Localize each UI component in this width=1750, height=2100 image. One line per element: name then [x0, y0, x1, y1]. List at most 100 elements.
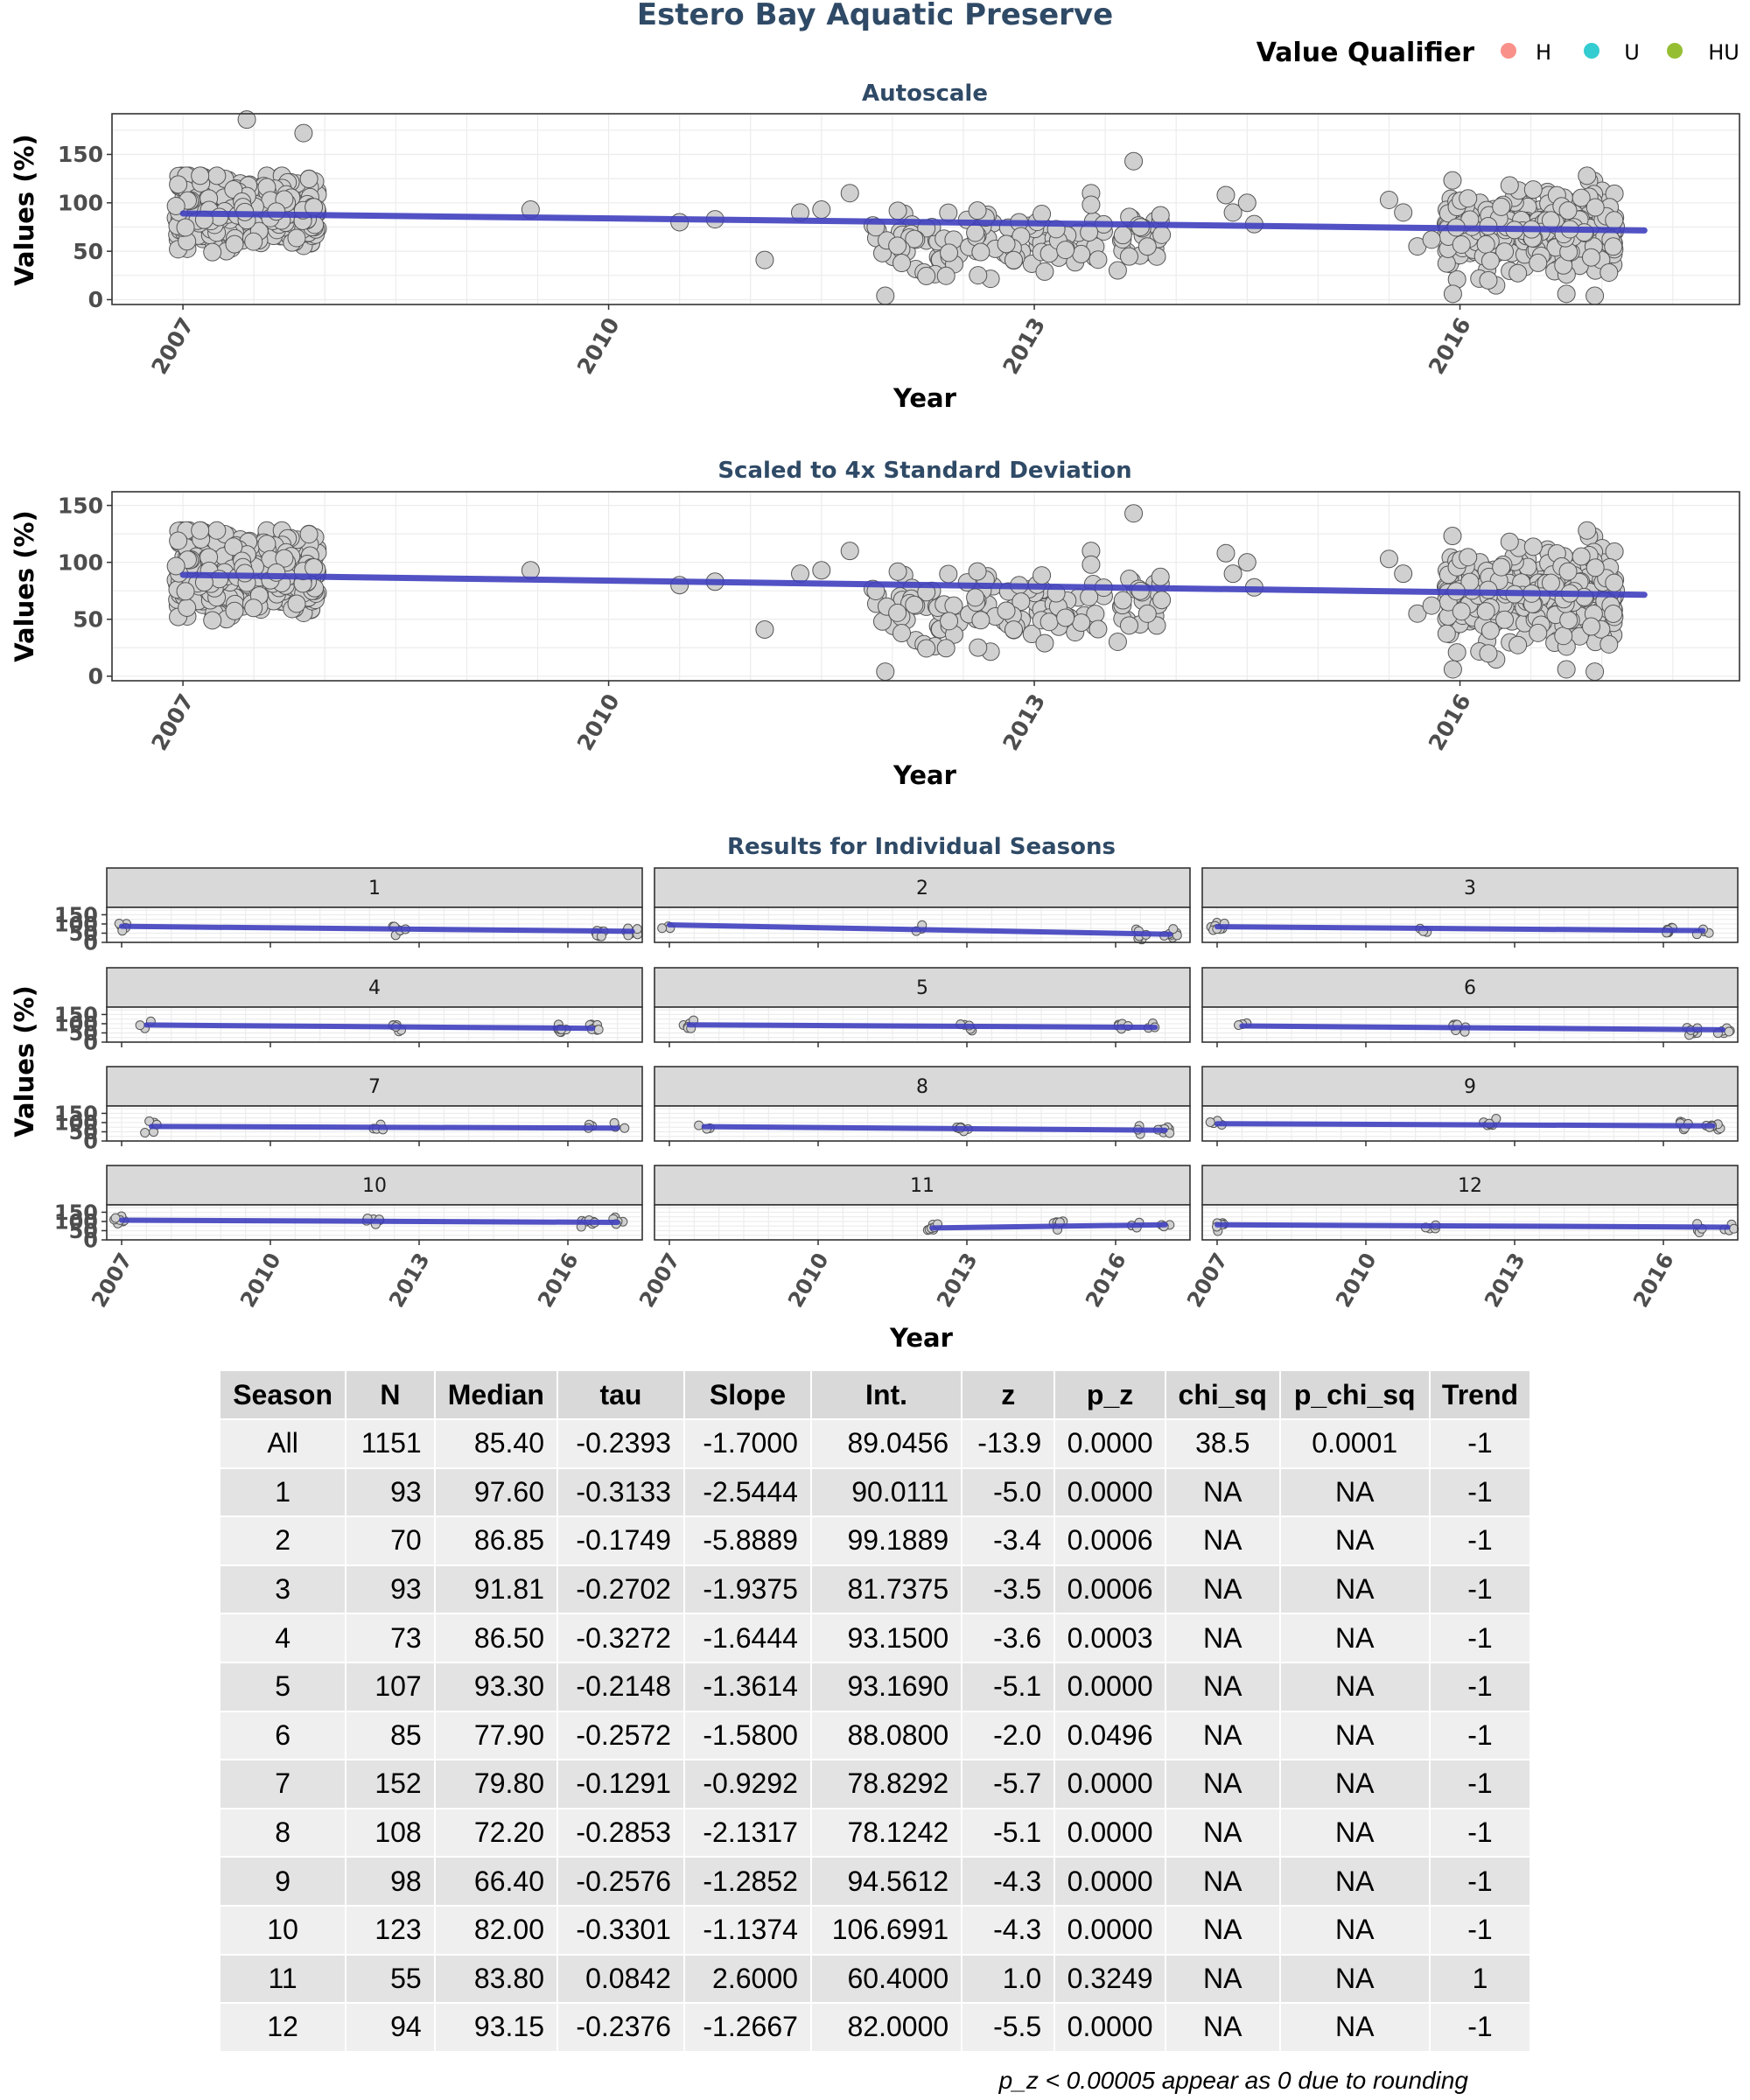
data-point — [917, 639, 936, 658]
data-point — [1088, 620, 1108, 639]
data-point — [1119, 616, 1138, 635]
table-cell: NA — [1278, 1904, 1431, 1956]
data-point — [1586, 662, 1605, 682]
table-row: 4 73 86.50 -0.3272 -1.6444 93.1500 -3.6 0.0003 N… — [218, 1613, 1532, 1663]
table-cell: -5.8889 — [682, 1516, 812, 1566]
data-point — [1035, 634, 1054, 653]
data-point — [1152, 225, 1172, 244]
table-cell: -0.3133 — [556, 1466, 685, 1518]
table-cell: -1.3614 — [682, 1661, 812, 1712]
table-cell: NA — [1278, 1613, 1431, 1663]
data-point — [1088, 250, 1108, 270]
table-cell: -5.0 — [961, 1466, 1056, 1518]
data-point — [905, 595, 924, 614]
data-point — [1500, 176, 1519, 195]
data-point — [1459, 189, 1478, 208]
trend-line — [1214, 1121, 1716, 1129]
table-cell: 94.5612 — [809, 1856, 963, 1907]
table-cell: 90.0111 — [809, 1466, 963, 1518]
data-point — [287, 594, 306, 613]
table-cell: NA — [1278, 1661, 1431, 1712]
data-point — [1138, 604, 1157, 623]
data-point — [1072, 613, 1091, 633]
data-point — [1443, 660, 1462, 679]
table-row: 12 94 93.15 -0.2376 -1.2667 82.0000 -5.5 0.0000… — [218, 2002, 1532, 2053]
table-cell: NA — [1278, 1953, 1431, 2005]
data-point — [1022, 625, 1041, 644]
data-point — [1586, 286, 1605, 305]
table-cell: NA — [1164, 1904, 1281, 1956]
table-cell: -1.5800 — [682, 1710, 812, 1761]
table-cell: NA — [1278, 1564, 1431, 1615]
column-header: chi_sq — [1164, 1369, 1281, 1420]
table-cell: 0.0842 — [556, 1953, 685, 2005]
data-point — [1724, 1026, 1734, 1037]
table-cell: 72.20 — [433, 1807, 558, 1858]
table-cell: NA — [1164, 1856, 1281, 1907]
table-cell: 99.1889 — [809, 1516, 963, 1566]
data-point — [135, 1020, 145, 1031]
y-axis-label: Values (%) — [10, 510, 39, 662]
legend-key-u — [1584, 43, 1600, 59]
table-cell: 93 — [345, 1466, 436, 1518]
data-point — [1138, 237, 1157, 256]
table-cell: -1 — [1428, 1856, 1532, 1907]
data-point — [1437, 624, 1456, 643]
table-cell: -1 — [1428, 1613, 1532, 1663]
table-cell: 0.0000 — [1054, 1466, 1166, 1518]
table-cell: 98 — [345, 1856, 436, 1907]
data-point — [176, 582, 195, 601]
x-tick-label: 2007 — [146, 690, 199, 755]
column-header: Season — [218, 1369, 347, 1420]
legend-label-h: H — [1536, 40, 1551, 65]
data-point — [1586, 198, 1605, 217]
table-header-row: Season N Median tau Slope Int. z p_z chi_sq p_chi… — [218, 1369, 1532, 1420]
table-cell: 77.90 — [433, 1710, 558, 1761]
data-point — [888, 562, 907, 581]
data-point — [1379, 550, 1398, 569]
x-tick-label: 2013 — [998, 690, 1050, 755]
data-point — [1237, 553, 1256, 572]
table-cell: 0.0496 — [1054, 1710, 1166, 1761]
y-tick-label: 150 — [54, 903, 98, 928]
data-point — [1600, 262, 1619, 282]
data-point — [1443, 527, 1462, 546]
data-point — [997, 234, 1016, 254]
table-cell: 85 — [345, 1710, 436, 1761]
data-point — [191, 521, 210, 540]
table-cell: 8 — [218, 1807, 347, 1858]
x-tick-label: 2013 — [1480, 1249, 1530, 1312]
data-point — [176, 218, 195, 237]
table-cell: 6 — [218, 1710, 347, 1761]
data-point — [971, 611, 990, 630]
table-cell: -5.1 — [961, 1661, 1056, 1712]
table-cell: NA — [1278, 1807, 1431, 1858]
table-cell: -0.2853 — [556, 1807, 685, 1858]
table-row: 8 108 72.20 -0.2853 -2.1317 78.1242 -5.1 0.0000… — [218, 1807, 1532, 1858]
data-point — [1422, 230, 1441, 249]
data-point — [1479, 270, 1498, 290]
table-cell: All — [218, 1418, 347, 1469]
data-point — [1151, 567, 1170, 586]
x-tick-label: 2016 — [533, 1249, 584, 1312]
y-tick-label: 50 — [73, 606, 103, 632]
table-cell: 4 — [218, 1613, 347, 1663]
table-row: 9 98 66.40 -0.2576 -1.2852 94.5612 -4.3 0.0000 N… — [218, 1856, 1532, 1907]
data-point — [1004, 250, 1023, 270]
data-point — [1035, 262, 1054, 281]
table-cell: -0.2702 — [556, 1564, 685, 1615]
data-point — [1541, 573, 1560, 592]
table-cell: 123 — [345, 1904, 436, 1956]
legend-key-h — [1501, 43, 1516, 59]
data-point — [1452, 602, 1471, 621]
table-cell: 152 — [345, 1759, 436, 1810]
data-point — [1056, 241, 1075, 260]
x-tick-label: 2013 — [998, 313, 1050, 379]
data-point — [1216, 543, 1236, 563]
table-cell: -2.0 — [961, 1710, 1056, 1761]
table-cell: -1 — [1428, 1466, 1532, 1518]
column-header: Slope — [682, 1369, 812, 1420]
data-point — [1523, 180, 1543, 200]
chart-seasons: Results for Individual Seasons 1050100150… — [10, 834, 1740, 1353]
